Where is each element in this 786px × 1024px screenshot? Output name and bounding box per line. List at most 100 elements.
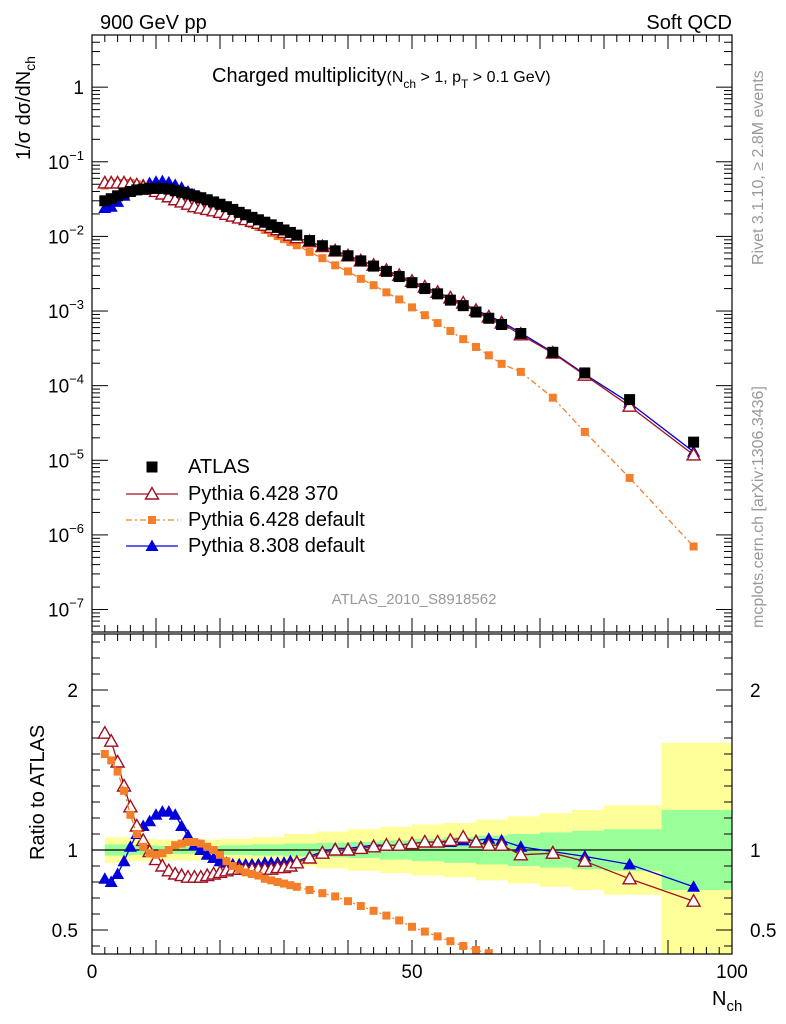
data-point bbox=[515, 328, 527, 339]
y-tick-exponent: −1 bbox=[69, 148, 84, 163]
data-point bbox=[124, 185, 136, 197]
y-tick-exponent: −6 bbox=[69, 521, 84, 536]
data-point bbox=[292, 241, 301, 250]
y-tick-base: 10 bbox=[48, 451, 69, 472]
ratio-point bbox=[209, 846, 218, 854]
ratio-point bbox=[314, 845, 331, 859]
data-point bbox=[380, 265, 392, 277]
ratio-point bbox=[545, 845, 561, 859]
title-mid: > 1, p bbox=[416, 69, 461, 86]
title-paren: (N bbox=[387, 69, 404, 86]
data-point bbox=[137, 183, 149, 195]
ratio-point bbox=[429, 834, 446, 848]
ratio-point bbox=[327, 842, 343, 856]
y-tick-label: 10−2 bbox=[48, 222, 84, 248]
data-point bbox=[246, 211, 258, 223]
data-point bbox=[483, 312, 495, 324]
ratio-point bbox=[123, 840, 137, 852]
ratio-y-tick-label-right: 0.5 bbox=[750, 921, 776, 942]
ratio-point bbox=[481, 837, 497, 851]
ratio-point bbox=[468, 834, 484, 848]
data-point bbox=[625, 473, 634, 482]
ratio-point bbox=[685, 893, 702, 907]
ratio-point bbox=[117, 854, 131, 867]
data-point bbox=[214, 198, 226, 210]
data-point bbox=[356, 274, 365, 283]
ratio-point bbox=[408, 922, 416, 931]
ratio-point bbox=[260, 874, 269, 883]
ratio-point bbox=[162, 805, 176, 817]
ratio-point bbox=[442, 832, 459, 847]
ratio-point bbox=[305, 886, 314, 894]
data-point bbox=[408, 303, 416, 312]
ratio-point bbox=[235, 865, 244, 874]
data-point bbox=[316, 240, 328, 252]
data-point bbox=[579, 367, 591, 379]
ratio-point bbox=[139, 842, 148, 851]
y-tick-label: 10−1 bbox=[48, 148, 84, 174]
data-point bbox=[472, 342, 480, 351]
y-tick-exponent: −5 bbox=[69, 446, 84, 461]
xlabel-main: N bbox=[712, 988, 726, 1010]
xlabel-sub: ch bbox=[726, 998, 742, 1015]
ratio-y-tick-label-right: 2 bbox=[750, 681, 761, 702]
ratio-x-tick-label: 0 bbox=[87, 962, 98, 983]
data-point bbox=[688, 436, 700, 448]
y-tick-base: 10 bbox=[48, 153, 69, 174]
ratio-point bbox=[126, 810, 135, 819]
ratio-point bbox=[97, 725, 113, 739]
data-point bbox=[284, 226, 296, 238]
ratio-point bbox=[353, 840, 369, 855]
data-point bbox=[304, 235, 316, 247]
data-point bbox=[176, 186, 188, 198]
ratio-point bbox=[107, 756, 116, 765]
legend-label: Pythia 8.308 default bbox=[188, 535, 365, 557]
legend-label: Pythia 6.428 370 bbox=[188, 483, 338, 505]
ratio-x-tick-label: 100 bbox=[716, 962, 748, 983]
legend-label: ATLAS bbox=[188, 456, 250, 478]
data-point bbox=[188, 190, 200, 202]
data-point bbox=[104, 200, 118, 212]
ratio-point bbox=[395, 916, 404, 925]
ratio-point bbox=[356, 902, 365, 910]
data-point bbox=[432, 288, 444, 300]
rivet-label: Rivet 3.1.10, ≥ 2.8M events bbox=[750, 70, 767, 265]
data-point bbox=[105, 193, 117, 205]
ratio-point bbox=[286, 881, 295, 890]
ratio-point bbox=[241, 868, 250, 877]
legend-entry: Pythia 6.428 default bbox=[126, 509, 365, 531]
ratio-series bbox=[97, 725, 702, 954]
data-point bbox=[240, 209, 252, 221]
mcplots-label: mcplots.cern.ch [arXiv:1306.3436] bbox=[750, 386, 767, 628]
main-panel: 110−110−210−310−410−510−610−7 bbox=[48, 34, 733, 633]
ratio-point bbox=[267, 876, 276, 885]
y-tick-exponent: −3 bbox=[69, 297, 84, 312]
ratio-point bbox=[254, 871, 263, 880]
ratio-point bbox=[378, 837, 395, 851]
ratio-point bbox=[216, 850, 224, 859]
ratio-point bbox=[621, 870, 638, 885]
header-left: 900 GeV pp bbox=[100, 12, 207, 34]
ratio-x-tick-label: 50 bbox=[401, 962, 422, 983]
data-point bbox=[144, 182, 156, 194]
y-tick-label: 10−5 bbox=[48, 446, 84, 472]
ratio-point bbox=[200, 848, 214, 860]
ratio-point bbox=[222, 857, 231, 866]
data-point bbox=[547, 346, 559, 358]
legend: ATLAS Pythia 6.428 370 Pythia 6.428 defaul… bbox=[126, 456, 365, 557]
analysis-watermark: ATLAS_2010_S8918562 bbox=[332, 591, 497, 608]
ratio-ticks bbox=[91, 634, 733, 954]
data-point bbox=[496, 319, 508, 331]
data-point bbox=[182, 188, 194, 200]
data-point bbox=[369, 281, 378, 290]
series-atlas bbox=[99, 182, 700, 448]
main-ylabel: 1/σ dσ/dNch bbox=[13, 56, 38, 160]
data-point bbox=[355, 255, 367, 267]
ratio-point bbox=[340, 842, 356, 856]
ratio-point bbox=[493, 837, 510, 851]
title-main: Charged multiplicity bbox=[212, 65, 387, 87]
ratio-point bbox=[113, 767, 122, 776]
ratio-y-tick-labels: 0.5 0.5 1 1 2 2 bbox=[52, 681, 777, 942]
y-tick-label: 10−4 bbox=[48, 372, 84, 398]
